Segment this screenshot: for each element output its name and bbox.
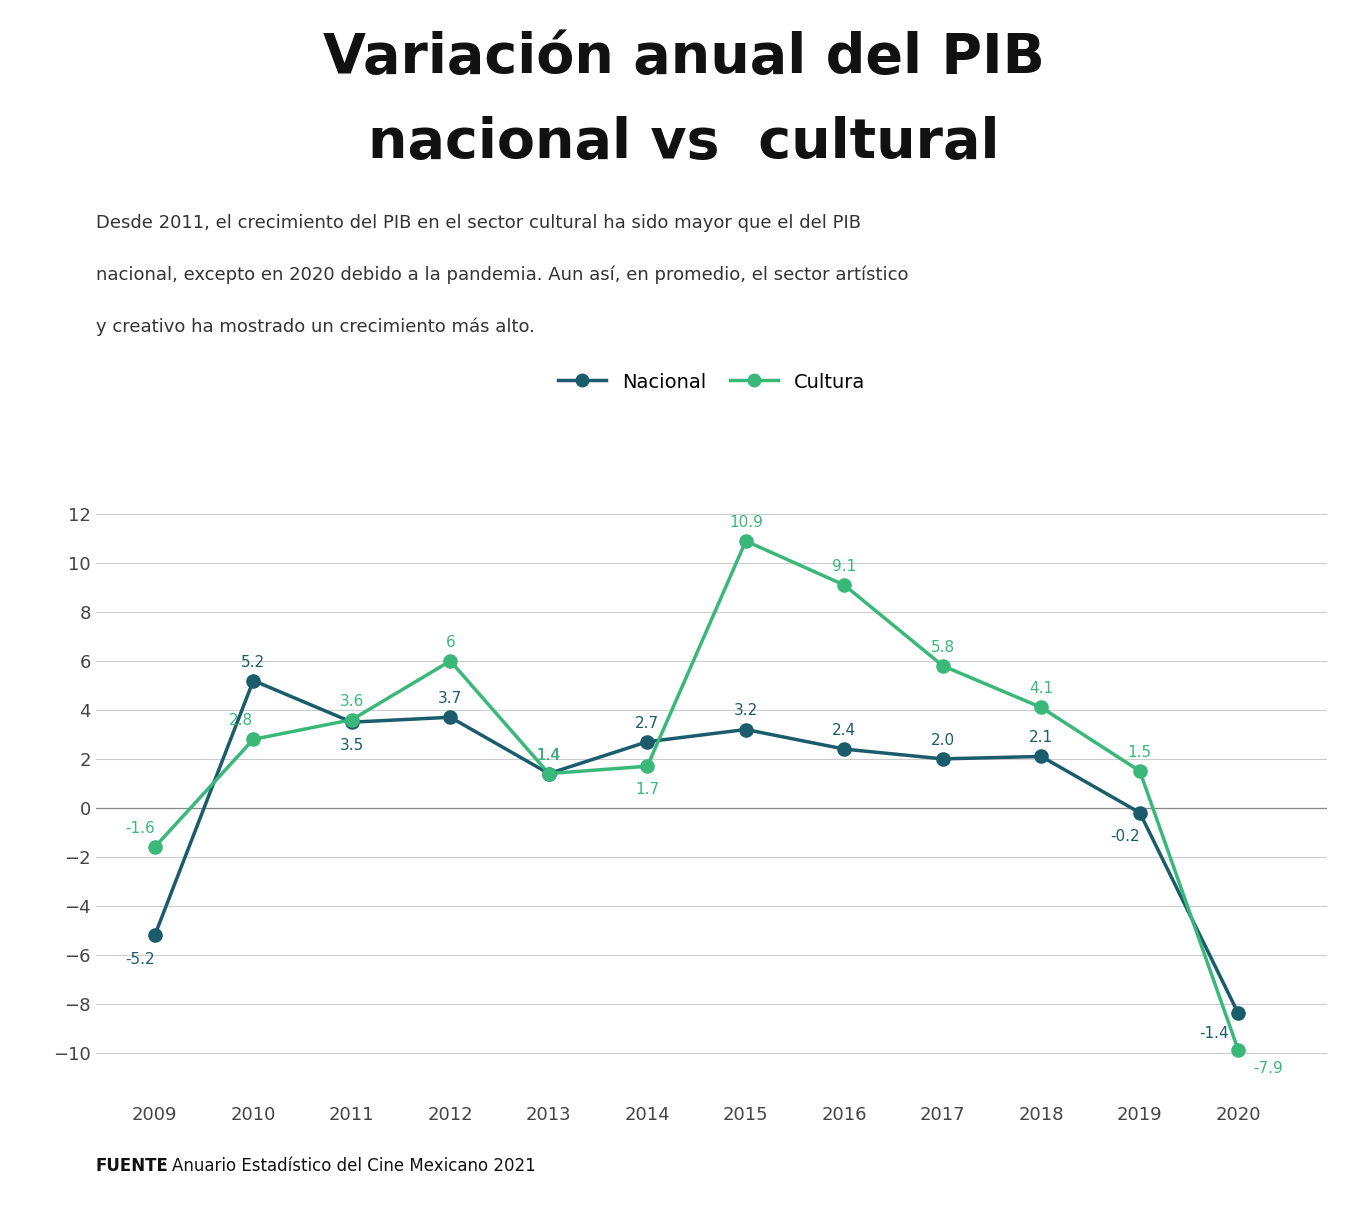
Text: 1.4: 1.4 [536, 748, 561, 763]
Text: -1.6: -1.6 [124, 821, 155, 836]
Text: y creativo ha mostrado un crecimiento más alto.: y creativo ha mostrado un crecimiento má… [96, 317, 535, 335]
Text: 6: 6 [446, 635, 456, 650]
Point [932, 749, 953, 769]
Text: Desde 2011, el crecimiento del PIB en el sector cultural ha sido mayor que el de: Desde 2011, el crecimiento del PIB en el… [96, 214, 860, 233]
Point [636, 732, 658, 752]
Legend: Nacional, Cultura: Nacional, Cultura [550, 365, 873, 399]
Text: 1.7: 1.7 [635, 782, 659, 797]
Text: 4.1: 4.1 [1029, 682, 1053, 696]
Text: FUENTE: FUENTE [96, 1157, 168, 1175]
Point [1227, 1040, 1249, 1060]
Point [341, 710, 363, 730]
Text: 3.6: 3.6 [339, 694, 364, 709]
Text: nacional vs  cultural: nacional vs cultural [368, 116, 1000, 170]
Point [636, 756, 658, 776]
Point [735, 531, 757, 551]
Point [1227, 1004, 1249, 1023]
Point [833, 575, 855, 595]
Text: -7.9: -7.9 [1253, 1061, 1283, 1076]
Point [242, 730, 264, 749]
Point [1129, 803, 1150, 823]
Text: : Anuario Estadístico del Cine Mexicano 2021: : Anuario Estadístico del Cine Mexicano … [161, 1157, 536, 1175]
Point [833, 739, 855, 759]
Point [1030, 698, 1052, 717]
Text: 10.9: 10.9 [729, 515, 763, 530]
Text: 3.7: 3.7 [438, 692, 462, 706]
Point [439, 707, 461, 727]
Point [538, 764, 560, 783]
Text: -5.2: -5.2 [126, 952, 155, 967]
Text: 5.8: 5.8 [930, 640, 955, 655]
Point [1129, 761, 1150, 781]
Text: 2.8: 2.8 [230, 714, 253, 728]
Point [144, 925, 166, 945]
Text: 9.1: 9.1 [832, 559, 856, 574]
Text: nacional, excepto en 2020 debido a la pandemia. Aun así, en promedio, el sector : nacional, excepto en 2020 debido a la pa… [96, 266, 908, 284]
Text: Variación anual del PIB: Variación anual del PIB [323, 31, 1045, 84]
Text: 2.7: 2.7 [635, 716, 659, 731]
Text: 2.4: 2.4 [832, 723, 856, 738]
Point [735, 720, 757, 739]
Text: 3.5: 3.5 [339, 738, 364, 753]
Text: 1.4: 1.4 [536, 748, 561, 763]
Text: -1.4: -1.4 [1198, 1026, 1228, 1040]
Text: 3.2: 3.2 [733, 704, 758, 718]
Point [538, 764, 560, 783]
Text: 2.0: 2.0 [930, 733, 955, 748]
Point [439, 651, 461, 671]
Text: 2.1: 2.1 [1029, 731, 1053, 745]
Text: -0.2: -0.2 [1111, 829, 1140, 843]
Point [144, 837, 166, 857]
Text: 1.5: 1.5 [1127, 745, 1152, 760]
Point [932, 656, 953, 676]
Point [242, 671, 264, 690]
Text: 5.2: 5.2 [241, 655, 265, 670]
Point [341, 712, 363, 732]
Point [1030, 747, 1052, 766]
